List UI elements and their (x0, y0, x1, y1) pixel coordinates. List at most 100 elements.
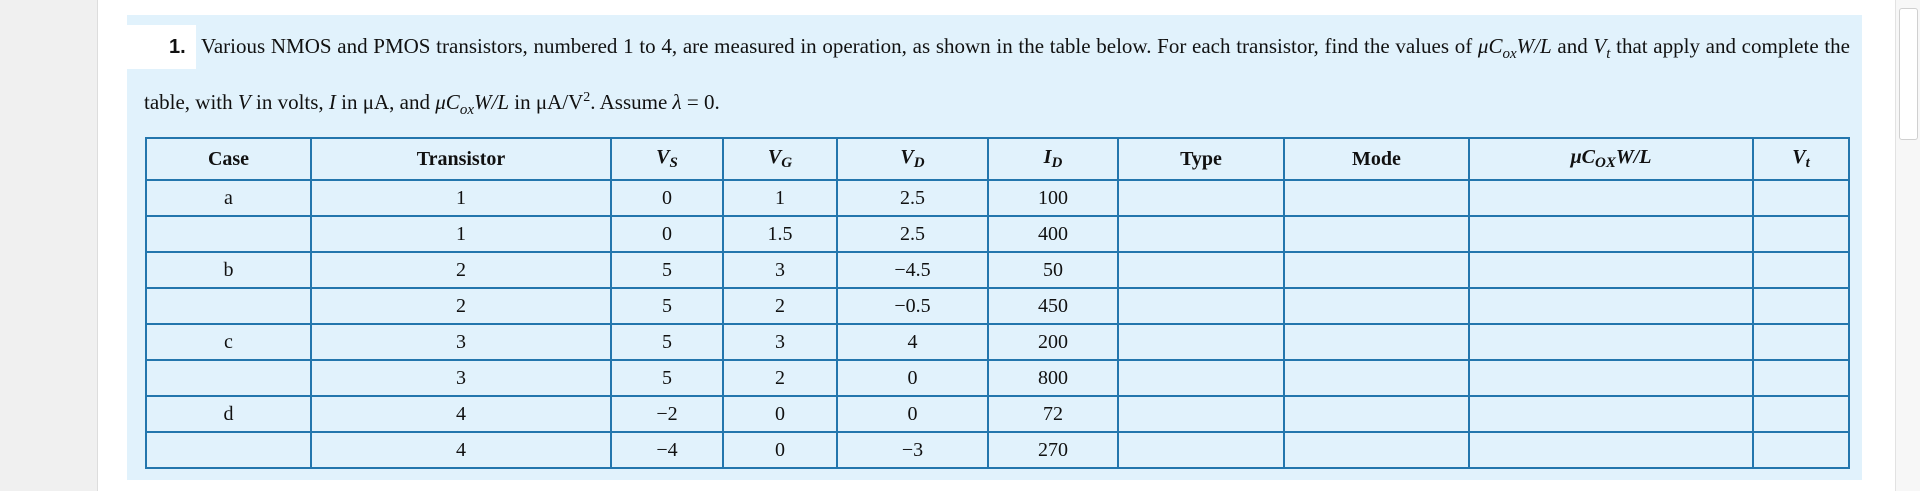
header-text: OX (1595, 155, 1616, 171)
text: W/L (474, 90, 510, 114)
table-cell: −4.5 (836, 251, 989, 289)
cell-text: 1.5 (767, 222, 793, 245)
cell-text: −4 (656, 438, 678, 461)
header-text: V (656, 146, 670, 168)
table-cell: 800 (987, 359, 1119, 397)
table-cell (145, 215, 312, 253)
table-cell: 5 (610, 323, 724, 361)
table-cell (1283, 431, 1470, 469)
cell-text: 2 (456, 294, 466, 317)
cell-text: 5 (662, 366, 672, 389)
table-cell: −3 (836, 431, 989, 469)
table-cell (1752, 215, 1850, 253)
cell-text: 270 (1038, 438, 1068, 461)
table-cell: 1 (722, 179, 838, 217)
header-cell: VD (836, 137, 989, 181)
header-cell: VG (722, 137, 838, 181)
text: in μA, and (335, 90, 436, 114)
header-text: D (1051, 155, 1063, 171)
table-cell: 100 (987, 179, 1119, 217)
text: Various NMOS and PMOS transistors, numbe… (201, 34, 1478, 58)
data-table: Case Transistor VS VG VD ID Type Mode μCOXW/L Vt a… (145, 137, 1850, 469)
text: μC (435, 90, 460, 114)
table-cell: 4 (310, 431, 612, 469)
cell-text: 72 (1043, 402, 1063, 425)
table-cell (1117, 251, 1285, 289)
text: λ (672, 90, 682, 114)
table-cell (145, 431, 312, 469)
table-row: b 2 5 3 −4.5 50 (145, 251, 1850, 289)
table-row: d 4 −2 0 0 72 (145, 395, 1850, 433)
table-cell (1117, 395, 1285, 433)
table-cell (1283, 215, 1470, 253)
table-cell: 0 (610, 179, 724, 217)
header-text: I (1043, 146, 1052, 168)
cell-text: 450 (1038, 294, 1068, 317)
header-cell: Type (1117, 137, 1285, 181)
table-cell: 2.5 (836, 215, 989, 253)
table-cell (1752, 179, 1850, 217)
cell-text: 3 (775, 258, 785, 281)
header-text: Mode (1352, 147, 1401, 170)
table-cell: 3 (310, 323, 612, 361)
table-cell: 270 (987, 431, 1119, 469)
table-cell (145, 287, 312, 325)
cell-text: 3 (775, 330, 785, 353)
header-text: S (669, 155, 678, 171)
table-row: 3 5 2 0 800 (145, 359, 1850, 397)
header-text: V (900, 146, 914, 168)
table-cell (1752, 287, 1850, 325)
text: μC (1477, 34, 1503, 58)
table-cell: 72 (987, 395, 1119, 433)
table-cell (1752, 359, 1850, 397)
cell-text: 200 (1038, 330, 1068, 353)
header-cell: Transistor (310, 137, 612, 181)
table-cell: 450 (987, 287, 1119, 325)
header-cell: ID (987, 137, 1119, 181)
cell-text: 1 (775, 186, 785, 209)
cell-text: 1 (456, 222, 466, 245)
scroll-thumb[interactable] (1899, 8, 1918, 140)
table-cell: 4 (836, 323, 989, 361)
table-row: 4 −4 0 −3 270 (145, 431, 1850, 469)
table-cell (1468, 179, 1754, 217)
table-cell (1468, 395, 1754, 433)
text: ox (459, 102, 474, 118)
cell-text: 0 (662, 186, 672, 209)
cell-text: 2 (775, 294, 785, 317)
table-row: a 1 0 1 2.5 100 (145, 179, 1850, 217)
table-cell: c (145, 323, 312, 361)
text: W/L (1516, 34, 1552, 58)
table-cell: d (145, 395, 312, 433)
table-cell (1752, 323, 1850, 361)
cell-text: 50 (1043, 258, 1063, 281)
cell-text: 2.5 (900, 222, 925, 245)
table-cell: 0 (836, 395, 989, 433)
table-cell: 5 (610, 359, 724, 397)
table-cell: 2 (722, 359, 838, 397)
table-cell: 200 (987, 323, 1119, 361)
cell-text: 2 (775, 366, 785, 389)
table-cell (1468, 323, 1754, 361)
header-cell: Vt (1752, 137, 1850, 181)
cell-text: 0 (775, 438, 785, 461)
table-cell (1283, 287, 1470, 325)
table-cell (1283, 323, 1470, 361)
table-cell (1117, 431, 1285, 469)
table-cell: 0 (722, 431, 838, 469)
cell-text: 800 (1038, 366, 1068, 389)
text: V (1593, 34, 1607, 58)
table-cell (1283, 359, 1470, 397)
text: 2 (583, 90, 591, 105)
cell-text: 4 (456, 438, 466, 461)
cell-text: a (224, 186, 233, 209)
table-cell: 0 (836, 359, 989, 397)
table-cell (1752, 395, 1850, 433)
table-cell: 0 (610, 215, 724, 253)
table-cell: 2 (310, 251, 612, 289)
table-cell: 1 (310, 179, 612, 217)
text: I (328, 90, 336, 114)
table-cell (1117, 179, 1285, 217)
cell-text: 4 (907, 330, 918, 353)
header-text: D (913, 155, 925, 171)
